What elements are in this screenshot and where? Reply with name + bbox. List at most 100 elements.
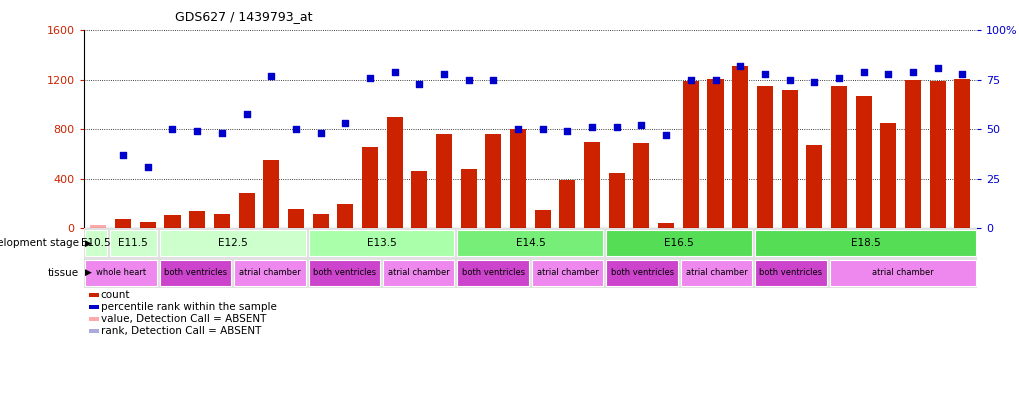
Text: atrial chamber: atrial chamber [685,268,747,277]
Bar [312,213,328,228]
Bar [754,230,975,256]
Text: both ventricles: both ventricles [610,268,673,277]
Bar [904,80,920,228]
Text: E18.5: E18.5 [850,238,879,247]
Bar [238,192,255,228]
Point [164,126,180,133]
Point [904,69,920,75]
Text: E12.5: E12.5 [217,238,248,247]
Point [732,63,748,69]
Point [238,110,255,117]
Point [558,128,575,134]
Bar [608,173,625,228]
Bar [159,230,306,256]
Bar [732,66,748,228]
Point [337,120,354,127]
Bar [164,215,180,228]
Bar [386,117,403,228]
Text: E11.5: E11.5 [118,238,148,247]
Bar [928,81,945,228]
Bar [534,210,550,228]
Bar [337,204,353,228]
Bar [680,260,752,286]
Bar [682,81,698,228]
Bar [510,130,526,228]
Bar [85,260,157,286]
Text: both ventricles: both ventricles [313,268,375,277]
Bar [308,260,380,286]
Point [879,71,896,77]
Bar [159,260,231,286]
Point [510,126,526,133]
Point [829,75,846,81]
Text: atrial chamber: atrial chamber [387,268,449,277]
Point [263,72,279,79]
Point [928,65,945,71]
Point [706,77,722,83]
Bar [362,147,378,228]
Bar [115,219,131,228]
Point [855,69,871,75]
Point [115,152,131,158]
Bar [830,86,846,228]
Point [312,130,328,136]
Bar [110,230,157,256]
Bar [233,260,306,286]
Point [411,81,427,87]
Bar [485,134,501,228]
Bar [308,230,454,256]
Bar [756,86,772,228]
Point [435,71,451,77]
Text: E10.5: E10.5 [82,238,111,247]
Text: both ventricles: both ventricles [164,268,226,277]
Text: GDS627 / 1439793_at: GDS627 / 1439793_at [175,10,313,23]
Bar [657,223,674,228]
Bar [189,211,205,228]
Text: E14.5: E14.5 [515,238,545,247]
Text: development stage: development stage [0,238,78,248]
Bar [855,96,871,228]
Bar [754,260,826,286]
Bar [828,260,975,286]
Point [583,124,599,131]
Bar [435,134,451,228]
Point [953,71,969,77]
Point [140,164,156,170]
Bar [633,143,649,228]
Bar [605,230,752,256]
Bar [781,90,797,228]
Text: ▶: ▶ [85,268,92,277]
Bar [954,79,969,228]
Point [633,122,649,129]
Text: E13.5: E13.5 [366,238,396,247]
Bar [584,142,599,228]
Point [608,124,625,131]
Point [657,132,674,139]
Bar [461,169,476,228]
Text: atrial chamber: atrial chamber [536,268,598,277]
Bar [605,260,678,286]
Bar [879,123,896,228]
Bar [287,209,304,228]
Point [485,77,501,83]
Bar [411,171,427,228]
Point [214,130,230,136]
Text: atrial chamber: atrial chamber [871,268,932,277]
Text: ▶: ▶ [85,239,92,248]
Text: whole heart: whole heart [96,268,146,277]
Bar [805,145,821,228]
Point [781,77,797,83]
Bar [558,180,575,228]
Point [756,71,772,77]
Point [682,77,698,83]
Point [461,77,477,83]
Text: percentile rank within the sample: percentile rank within the sample [101,302,276,312]
Bar [382,260,454,286]
Bar [140,222,156,228]
Text: both ventricles: both ventricles [759,268,821,277]
Text: count: count [101,290,130,300]
Point [534,126,550,133]
Text: rank, Detection Call = ABSENT: rank, Detection Call = ABSENT [101,326,261,336]
Bar [531,260,603,286]
Point [805,79,821,85]
